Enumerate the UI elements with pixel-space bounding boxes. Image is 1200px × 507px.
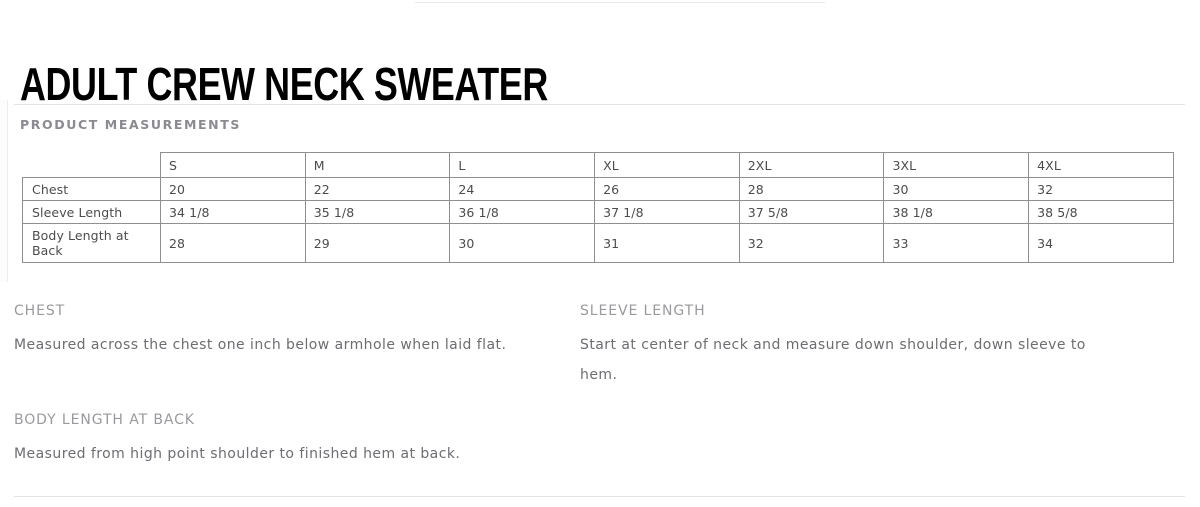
cell-chest-2xl: 28 [738, 177, 885, 201]
definition-title-sleeve-length: SLEEVE LENGTH [580, 303, 706, 319]
cell-chest-3xl: 30 [883, 177, 1030, 201]
column-header-xl: XL [594, 152, 740, 178]
definition-body-body-length-at-back: Measured from high point shoulder to fin… [14, 446, 461, 462]
cell-sleeve-3xl: 38 1/8 [883, 200, 1030, 224]
cell-sleeve-m: 35 1/8 [304, 200, 451, 224]
definition-body-sleeve-length: Start at center of neck and measure down… [580, 337, 1086, 383]
cell-chest-m: 22 [304, 177, 451, 201]
cell-body-l: 30 [449, 223, 596, 263]
table-header-row: S M L XL 2XL 3XL 4XL [23, 152, 1174, 178]
section-divider [14, 104, 1185, 105]
cell-sleeve-l: 36 1/8 [449, 200, 596, 224]
page-title: ADULT CREW NECK SWEATER [20, 57, 548, 110]
column-header-3xl: 3XL [883, 152, 1030, 178]
cell-body-2xl: 32 [738, 223, 885, 263]
column-header-m: M [304, 152, 451, 178]
row-label-text: Chest [32, 181, 69, 197]
cell-sleeve-s: 34 1/8 [160, 200, 306, 224]
cell-body-m: 29 [304, 223, 451, 263]
table-row: Chest 20 22 24 26 28 30 32 [22, 177, 1174, 201]
cell-body-s: 28 [160, 223, 306, 263]
cell-sleeve-2xl: 37 5/8 [738, 200, 885, 224]
table-corner-cell [23, 153, 161, 178]
definition-sleeve-length: SLEEVE LENGTH Start at center of neck an… [580, 300, 1120, 390]
cell-chest-l: 24 [449, 177, 596, 201]
bottom-divider [14, 496, 1185, 497]
row-label-sleeve-length: Sleeve Length [22, 200, 161, 224]
row-label-chest: Chest [22, 177, 161, 201]
cell-chest-4xl: 32 [1028, 177, 1174, 201]
definition-body-length-at-back: BODY LENGTH AT BACK Measured from high p… [14, 409, 714, 469]
cell-body-4xl: 34 [1028, 223, 1174, 263]
table-row: Sleeve Length 34 1/8 35 1/8 36 1/8 37 1/… [22, 200, 1174, 224]
definition-title-body-length-at-back: BODY LENGTH AT BACK [14, 412, 195, 428]
column-header-4xl: 4XL [1028, 152, 1174, 178]
top-edge-artifact-line [415, 2, 825, 3]
definition-chest: CHEST Measured across the chest one inch… [14, 300, 554, 360]
table-row: Body Length at Back 28 29 30 31 32 33 34 [22, 223, 1174, 263]
row-label-text: Body Length at Back [32, 228, 129, 258]
section-label-product-measurements: PRODUCT MEASUREMENTS [20, 117, 241, 132]
column-header-s: S [160, 152, 306, 178]
cell-body-xl: 31 [594, 223, 740, 263]
left-edge-artifact-band [0, 100, 8, 282]
cell-sleeve-4xl: 38 5/8 [1028, 200, 1174, 224]
definition-body-chest: Measured across the chest one inch below… [14, 337, 507, 353]
row-label-text: Sleeve Length [32, 204, 123, 220]
product-measurements-table: S M L XL 2XL 3XL 4XL Chest 20 22 24 26 2… [22, 152, 1174, 263]
column-header-2xl: 2XL [738, 152, 885, 178]
cell-body-3xl: 33 [883, 223, 1030, 263]
cell-chest-s: 20 [160, 177, 306, 201]
cell-sleeve-xl: 37 1/8 [594, 200, 740, 224]
row-label-body-length-at-back: Body Length at Back [22, 223, 161, 263]
definition-title-chest: CHEST [14, 303, 66, 319]
column-header-l: L [449, 152, 596, 178]
cell-chest-xl: 26 [594, 177, 740, 201]
